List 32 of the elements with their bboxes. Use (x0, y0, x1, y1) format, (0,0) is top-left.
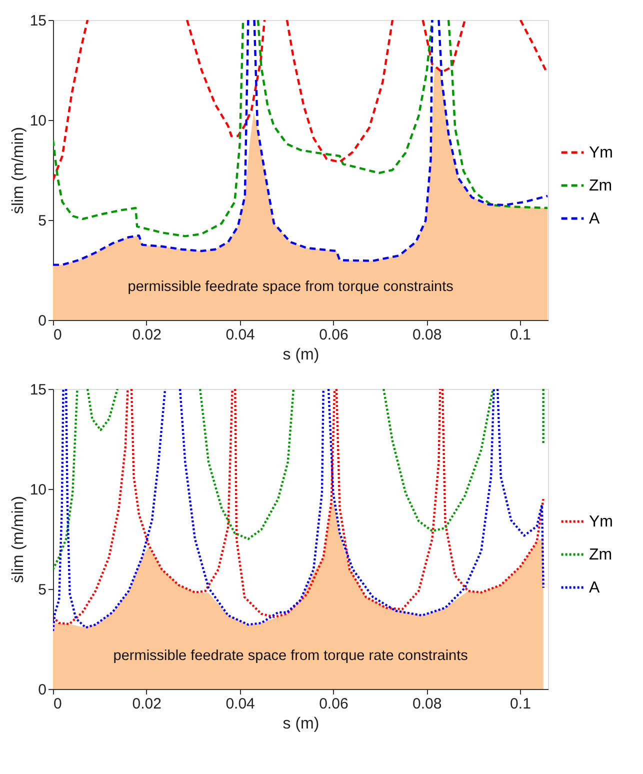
x-tick-label: 0 (54, 326, 62, 344)
annotation: permissible feedrate space from torque constraints (128, 279, 454, 295)
x-tick-label: 0.06 (319, 696, 348, 712)
x-tick-label: 0.06 (319, 326, 348, 344)
x-tick-label: 0.1 (510, 326, 531, 344)
y-tick-label: 5 (38, 582, 46, 598)
x-tick-label: 0.02 (132, 696, 162, 712)
x-tick-label: 0.08 (412, 326, 442, 344)
y-tick-label: 15 (30, 12, 46, 30)
x-tick-label: 0.02 (132, 326, 162, 344)
y-tick-label: 0 (38, 682, 46, 698)
x-tick-label: 0.1 (510, 696, 531, 712)
y-tick-label: 10 (30, 112, 46, 130)
x-axis-title: s (m) (282, 716, 320, 732)
x-axis-title: s (m) (282, 346, 320, 364)
y-tick-label: 10 (30, 482, 46, 498)
y-tick-label: 0 (38, 312, 46, 330)
x-tick-label: 0.04 (226, 696, 255, 712)
legend-label: Ym (589, 144, 613, 162)
legend-label: Ym (589, 514, 613, 530)
legend-label: Zm (589, 546, 612, 564)
x-tick-label: 0.08 (412, 696, 442, 712)
y-axis-title: ṡlim (m/min) (10, 496, 27, 584)
legend-label: A (589, 580, 600, 596)
y-tick-label: 15 (30, 382, 46, 398)
y-axis-title: ṡlim (m/min) (10, 126, 27, 214)
x-tick-label: 0 (54, 696, 62, 712)
y-tick-label: 5 (38, 212, 46, 230)
legend-label: A (589, 210, 600, 228)
x-tick-label: 0.04 (226, 326, 255, 344)
annotation: permissible feedrate space from torque rate constraints (113, 648, 468, 664)
legend-label: Zm (589, 178, 612, 194)
